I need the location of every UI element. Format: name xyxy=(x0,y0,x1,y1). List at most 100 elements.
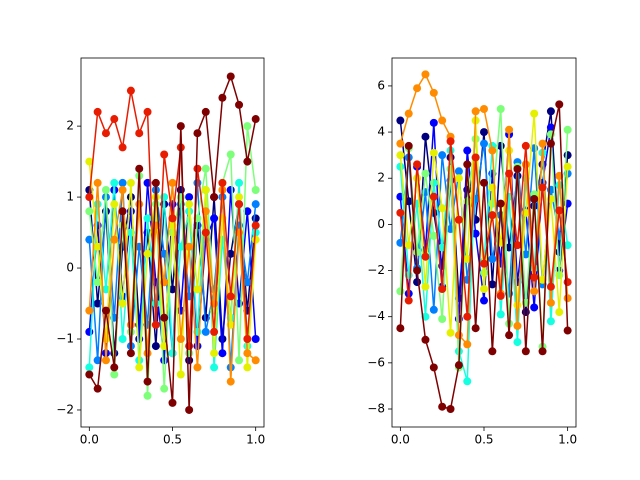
subplot: 0.0 0.5 1.0 −8 −6 −4 −2 0 2 4 6 xyxy=(367,57,577,447)
data-point xyxy=(235,356,244,365)
y-tick-label: 2 xyxy=(377,171,385,185)
data-point xyxy=(143,349,152,358)
data-point xyxy=(143,249,152,258)
data-point xyxy=(193,129,202,138)
data-point xyxy=(463,255,472,263)
data-point xyxy=(176,335,185,344)
plot-area xyxy=(396,70,572,413)
data-point xyxy=(471,107,480,116)
data-point xyxy=(563,162,572,171)
data-point xyxy=(538,183,547,192)
data-point xyxy=(563,151,572,160)
data-point xyxy=(176,122,185,131)
data-point xyxy=(454,331,463,340)
y-tick-label: 4 xyxy=(377,125,385,139)
data-point xyxy=(176,370,185,379)
data-point xyxy=(193,164,202,173)
data-point xyxy=(168,214,177,223)
data-point xyxy=(118,335,127,344)
data-point xyxy=(93,242,102,251)
data-point xyxy=(185,242,194,251)
data-point xyxy=(396,324,405,333)
data-point xyxy=(454,215,463,224)
data-point xyxy=(555,100,564,109)
data-point xyxy=(110,370,119,379)
y-tick-label: 1 xyxy=(66,190,74,204)
data-point xyxy=(235,193,244,202)
data-point xyxy=(463,377,472,386)
data-point xyxy=(496,105,505,113)
data-point xyxy=(151,299,160,308)
data-point xyxy=(555,308,564,317)
data-point xyxy=(513,338,522,347)
data-point xyxy=(438,285,447,293)
data-point xyxy=(438,151,447,160)
data-point xyxy=(396,139,405,148)
y-tick-label: −2 xyxy=(367,263,385,277)
data-point xyxy=(243,349,252,358)
data-point xyxy=(218,178,227,187)
data-point xyxy=(480,128,488,137)
data-point xyxy=(546,282,555,291)
data-point xyxy=(530,273,539,282)
data-point xyxy=(85,193,94,202)
x-tick-label: 1.0 xyxy=(558,433,577,447)
y-tick-label: −8 xyxy=(367,402,385,416)
data-point xyxy=(93,178,102,187)
y-tick-label: −4 xyxy=(367,309,385,323)
data-point xyxy=(421,169,430,178)
data-point xyxy=(210,193,219,202)
data-point xyxy=(226,377,235,386)
data-point xyxy=(135,200,144,209)
data-point xyxy=(101,285,110,294)
data-point xyxy=(251,214,260,223)
data-point xyxy=(521,160,530,169)
data-point xyxy=(85,207,94,216)
data-point xyxy=(160,150,169,159)
data-point xyxy=(454,361,463,370)
data-point xyxy=(226,150,235,159)
data-point xyxy=(446,328,455,337)
data-point xyxy=(110,235,119,244)
data-point xyxy=(135,164,144,173)
data-point xyxy=(210,327,219,336)
data-point xyxy=(463,146,472,155)
data-point xyxy=(480,178,488,187)
data-point xyxy=(496,291,505,300)
data-point xyxy=(488,146,497,155)
x-tick-label: 0.5 xyxy=(163,433,182,447)
data-point xyxy=(404,109,413,118)
data-point xyxy=(521,250,530,259)
data-point xyxy=(251,115,260,124)
data-point xyxy=(521,141,530,150)
data-point xyxy=(176,185,185,194)
data-point xyxy=(513,165,522,173)
data-point xyxy=(218,93,227,102)
data-point xyxy=(563,294,572,303)
data-point xyxy=(446,137,455,146)
data-point xyxy=(143,377,152,386)
data-point xyxy=(505,125,514,134)
x-tick-label: 0.5 xyxy=(474,433,493,447)
data-point xyxy=(429,192,438,201)
data-point xyxy=(413,278,422,287)
data-point xyxy=(480,139,488,148)
data-point xyxy=(421,282,430,291)
data-point xyxy=(480,105,488,113)
data-point xyxy=(185,349,194,358)
data-point xyxy=(438,116,447,125)
data-point xyxy=(201,107,210,116)
data-point xyxy=(429,363,438,372)
data-point xyxy=(201,327,210,336)
data-point xyxy=(226,72,235,81)
data-point xyxy=(160,313,169,322)
data-point xyxy=(555,206,564,215)
data-point xyxy=(201,164,210,173)
data-point xyxy=(530,303,539,312)
data-point xyxy=(235,200,244,209)
data-point xyxy=(110,115,119,124)
data-point xyxy=(421,252,430,261)
data-point xyxy=(185,342,194,351)
data-point xyxy=(530,109,539,118)
